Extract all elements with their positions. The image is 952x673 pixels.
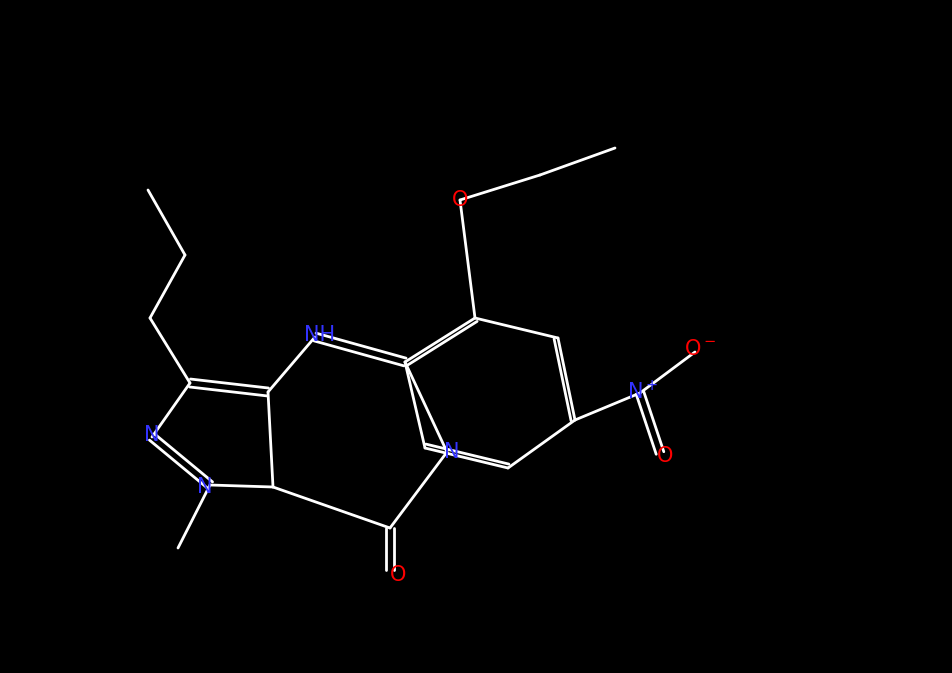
Text: NH: NH [305, 325, 335, 345]
Text: N: N [445, 442, 460, 462]
Text: N: N [197, 477, 212, 497]
Text: N$^+$: N$^+$ [627, 380, 659, 402]
Text: O: O [657, 446, 673, 466]
Text: O: O [389, 565, 407, 585]
Text: O$^-$: O$^-$ [684, 339, 716, 359]
Text: O: O [452, 190, 468, 210]
Text: N: N [145, 425, 160, 445]
